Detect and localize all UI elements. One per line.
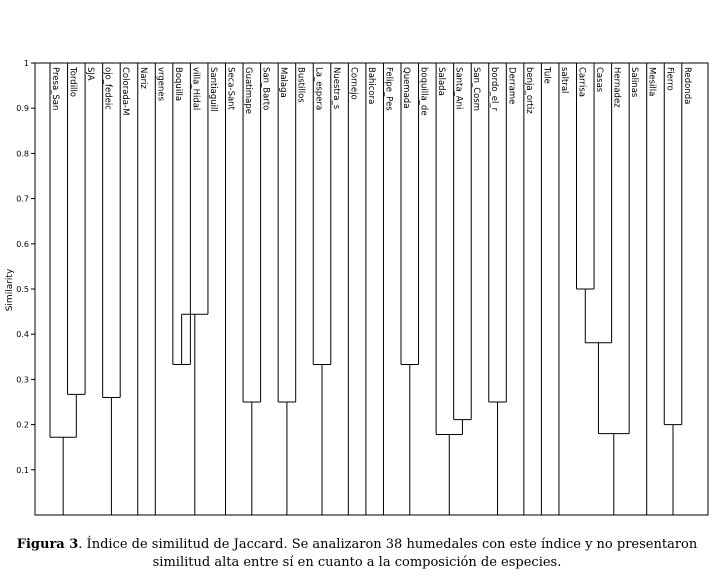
leaf-label: Boquilla [173, 67, 183, 101]
leaf-labels: Presa_San Tordillo SJA ojo_fedeic Colorada-M… [50, 66, 692, 116]
leaf-label: boquilla_de [419, 67, 429, 116]
leaf-label: Derrame [506, 67, 516, 104]
leaf-label: Nariz [138, 67, 148, 89]
leaf-label: Cornejo [348, 67, 358, 100]
leaf-label: La_espera [313, 67, 323, 110]
leaf-label: Tordillo [68, 66, 78, 97]
leaf-label: SJA [85, 67, 95, 81]
leaf-label: benja_ortiz [524, 67, 534, 114]
leaf-label: ojo_fedeic [103, 67, 113, 110]
y-tick-label: 0.4 [16, 330, 29, 339]
y-tick-label: 0.7 [16, 195, 29, 204]
leaf-label: Casas [594, 67, 604, 93]
leaf-label: Hernadez [612, 67, 622, 108]
y-tick-label: 0.5 [16, 285, 29, 294]
leaf-label: Presa_San [50, 67, 60, 110]
y-tick-label: 0.9 [16, 104, 29, 113]
y-tick-label: 0.3 [16, 375, 29, 384]
leaf-label: Colorada-M [120, 67, 130, 115]
caption-line-2: similitud alta entre sí en cuanto a la c… [152, 555, 562, 570]
caption-line-1: Figura 3. Índice de similitud de Jaccard… [0, 536, 714, 554]
caption-text: . Índice de similitud de Jaccard. Se ana… [78, 537, 698, 552]
plot-frame [34, 62, 709, 516]
y-tick-label: 0.6 [16, 240, 29, 249]
leaf-label: Bustillos [296, 67, 306, 103]
leaf-label: vrgenes [155, 67, 165, 102]
leaf-label: Guatimape [243, 67, 253, 114]
y-tick-label: 0.2 [16, 421, 29, 430]
y-tick-label: 0.1 [16, 466, 29, 475]
leaf-label: villa_Hidal [190, 67, 200, 110]
leaf-label: Carrisa [577, 67, 587, 97]
leaf-label: Redonda [682, 67, 692, 104]
leaf-label: Salinas [629, 67, 639, 98]
figure-caption: Figura 3. Índice de similitud de Jaccard… [0, 536, 714, 572]
leaf-label: Santa_Ani [454, 67, 464, 109]
leaf-label: bordo_el_r [489, 67, 499, 112]
y-ticks: 0.1 0.2 0.3 0.4 0.5 0.6 0.7 0.8 0.9 1 [16, 59, 35, 475]
leaf-label: San_Barto [261, 67, 271, 110]
caption-label: Figura 3 [16, 537, 79, 552]
leaf-label: Mesilla [647, 67, 657, 96]
y-tick-label: 1 [24, 59, 29, 68]
leaf-label: Bahicora [366, 67, 376, 104]
leaf-label: Quemada [401, 67, 411, 108]
leaf-label: Tule [541, 66, 551, 84]
leaf-label: San_Cosm [471, 67, 481, 111]
y-axis-label: Similarity [5, 268, 15, 311]
leaf-label: Santiaguill [208, 67, 218, 112]
leaf-label: Seca-Sant [226, 67, 236, 111]
y-tick-label: 0.8 [16, 149, 29, 158]
axes [34, 62, 709, 516]
leaf-label: Fierro [664, 67, 674, 91]
leaf-label: Nuestra_s [331, 67, 341, 110]
leaf-label: Felipe_Pes [383, 67, 393, 111]
dendrogram-links [49, 63, 683, 515]
leaf-label: Malaga [278, 67, 288, 98]
leaf-label: Salada [436, 67, 446, 96]
leaf-label: saltral [559, 67, 569, 93]
